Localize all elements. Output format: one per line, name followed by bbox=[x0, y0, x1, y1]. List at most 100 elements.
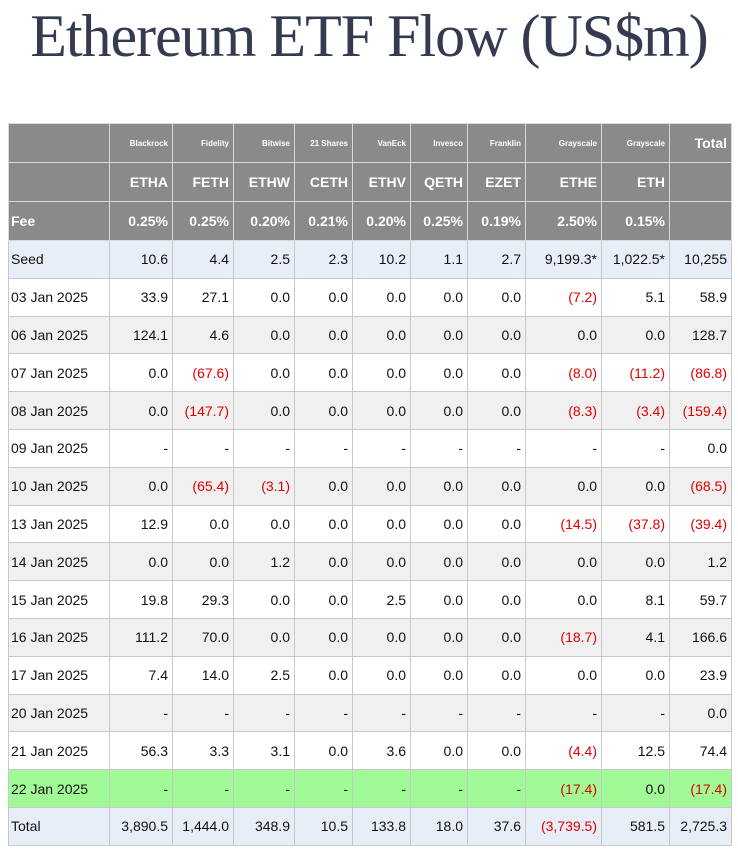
flow-value: 0.0 bbox=[352, 277, 411, 317]
flow-value: - bbox=[467, 693, 526, 733]
flow-value: (86.8) bbox=[669, 353, 732, 393]
header-cell bbox=[8, 162, 110, 202]
flow-value: - bbox=[233, 769, 295, 808]
flow-value: 128.7 bbox=[669, 315, 732, 355]
ticker: QETH bbox=[410, 162, 468, 202]
fee: 0.25% bbox=[109, 201, 173, 241]
header-cell bbox=[669, 201, 732, 241]
flow-value: 0.0 bbox=[525, 580, 602, 619]
flow-value: - bbox=[352, 693, 411, 733]
flow-value: 0.0 bbox=[172, 542, 234, 582]
flow-value: 12.9 bbox=[109, 504, 173, 544]
flow-value: 0.0 bbox=[410, 580, 468, 619]
flow-value: 0.0 bbox=[233, 391, 295, 430]
flow-value: (11.2) bbox=[601, 353, 670, 393]
ticker: ETHA bbox=[109, 162, 173, 202]
flow-value: 0.0 bbox=[109, 353, 173, 393]
row-label: 21 Jan 2025 bbox=[8, 731, 110, 771]
row-label: 06 Jan 2025 bbox=[8, 315, 110, 355]
flow-value: - bbox=[294, 693, 353, 733]
flow-value: 0.0 bbox=[467, 617, 526, 657]
row-label: 03 Jan 2025 bbox=[8, 277, 110, 317]
flow-value: 27.1 bbox=[172, 277, 234, 317]
flow-value: 74.4 bbox=[669, 731, 732, 771]
flow-value: 0.0 bbox=[467, 391, 526, 430]
flow-value: 12.5 bbox=[601, 731, 670, 771]
flow-value: 0.0 bbox=[294, 466, 353, 506]
flow-value: 2.5 bbox=[352, 580, 411, 619]
row-label: 16 Jan 2025 bbox=[8, 617, 110, 657]
flow-value: (37.8) bbox=[601, 504, 670, 544]
flow-value: 0.0 bbox=[109, 391, 173, 430]
table-row: 21 Jan 2025 56.3 3.3 3.1 0.0 3.6 0.0 0.0 (4.4) 12… bbox=[8, 731, 732, 771]
issuer-name: 21 Shares bbox=[294, 123, 353, 163]
flow-value: 58.9 bbox=[669, 277, 732, 317]
flow-value: 0.0 bbox=[467, 466, 526, 506]
flow-value: 0.0 bbox=[410, 466, 468, 506]
flow-value: 0.0 bbox=[352, 542, 411, 582]
flow-value: 10.6 bbox=[109, 240, 173, 279]
ticker: ETHW bbox=[233, 162, 295, 202]
flow-value: (3.4) bbox=[601, 391, 670, 430]
fee: 0.20% bbox=[233, 201, 295, 241]
flow-value: 0.0 bbox=[233, 504, 295, 544]
table-row: 03 Jan 2025 33.9 27.1 0.0 0.0 0.0 0.0 0.0 (7.2) 5… bbox=[8, 277, 732, 317]
flow-value: - bbox=[525, 428, 602, 468]
flow-value: 0.0 bbox=[467, 504, 526, 544]
flow-value: 0.0 bbox=[410, 504, 468, 544]
flow-value: - bbox=[410, 693, 468, 733]
row-label: Total bbox=[8, 806, 110, 846]
flow-value: - bbox=[352, 769, 411, 808]
flow-value: 0.0 bbox=[352, 504, 411, 544]
flow-value: 33.9 bbox=[109, 277, 173, 317]
flow-value: 0.0 bbox=[233, 353, 295, 393]
table-row: 17 Jan 2025 7.4 14.0 2.5 0.0 0.0 0.0 0.0 0.0 0.0 2… bbox=[8, 655, 732, 695]
flow-value: 0.0 bbox=[601, 769, 670, 808]
flow-value: 0.0 bbox=[294, 277, 353, 317]
issuer-name: Franklin bbox=[467, 123, 526, 163]
flow-value: 2,725.3 bbox=[669, 806, 732, 846]
flow-value: 0.0 bbox=[601, 466, 670, 506]
flow-value: - bbox=[109, 769, 173, 808]
flow-value: 19.8 bbox=[109, 580, 173, 619]
flow-value: 0.0 bbox=[294, 391, 353, 430]
flow-value: 1,444.0 bbox=[172, 806, 234, 846]
flow-value: - bbox=[601, 428, 670, 468]
flow-value: 0.0 bbox=[352, 353, 411, 393]
flow-value: - bbox=[601, 693, 670, 733]
table-row: 20 Jan 2025- - - - - - - - -0.0 bbox=[8, 693, 732, 733]
flow-value: 3.6 bbox=[352, 731, 411, 771]
flow-value: 0.0 bbox=[352, 617, 411, 657]
table-row: 13 Jan 2025 12.9 0.0 0.0 0.0 0.0 0.0 0.0 (14.5)(… bbox=[8, 504, 732, 544]
fee-label: Fee bbox=[8, 201, 110, 241]
flow-value: 10.2 bbox=[352, 240, 411, 279]
flow-value: 4.6 bbox=[172, 315, 234, 355]
flow-value: 29.3 bbox=[172, 580, 234, 619]
header-row: Fee 0.25% 0.25% 0.20% 0.21% 0.20% 0.25% 0.19% 2.… bbox=[8, 201, 732, 241]
flow-value: 23.9 bbox=[669, 655, 732, 695]
flow-value: (67.6) bbox=[172, 353, 234, 393]
issuer-name: Grayscale bbox=[525, 123, 602, 163]
flow-value: 581.5 bbox=[601, 806, 670, 846]
flow-value: 0.0 bbox=[467, 315, 526, 355]
flow-value: (3,739.5) bbox=[525, 806, 602, 846]
flow-value: - bbox=[172, 769, 234, 808]
page-title: Ethereum ETF Flow (US$m) bbox=[30, 3, 709, 69]
issuer-name: Bitwise bbox=[233, 123, 295, 163]
row-label: 17 Jan 2025 bbox=[8, 655, 110, 695]
table-row: 09 Jan 2025- - - - - - - - -0.0 bbox=[8, 428, 732, 468]
flow-value: 0.0 bbox=[352, 655, 411, 695]
flow-value: 8.1 bbox=[601, 580, 670, 619]
flow-value: 0.0 bbox=[410, 391, 468, 430]
flow-value: - bbox=[525, 693, 602, 733]
ticker: CETH bbox=[294, 162, 353, 202]
issuer-name: Grayscale bbox=[601, 123, 670, 163]
flow-value: 166.6 bbox=[669, 617, 732, 657]
flow-value: 10.5 bbox=[294, 806, 353, 846]
issuer-name: VanEck bbox=[352, 123, 411, 163]
fee: 0.15% bbox=[601, 201, 670, 241]
flow-value: 0.0 bbox=[410, 731, 468, 771]
flow-value: 0.0 bbox=[233, 277, 295, 317]
flow-value: 0.0 bbox=[294, 542, 353, 582]
